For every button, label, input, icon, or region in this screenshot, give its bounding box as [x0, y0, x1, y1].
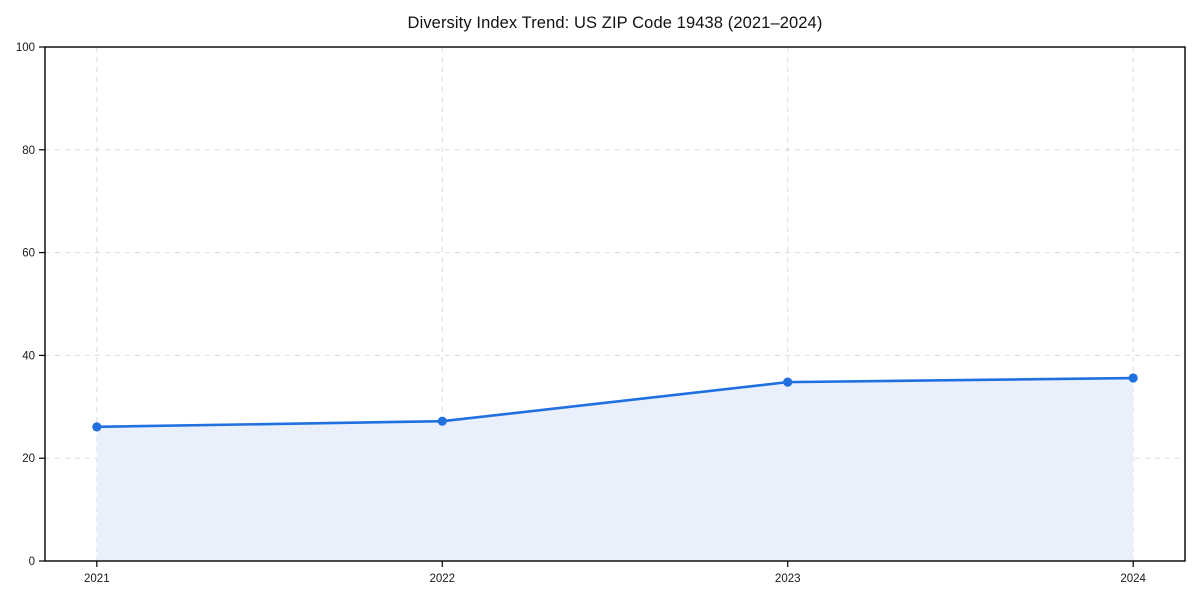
chart-title: Diversity Index Trend: US ZIP Code 19438…	[407, 14, 823, 32]
area-fill	[96, 378, 1134, 561]
x-tick-label: 2021	[84, 573, 110, 585]
x-tick-label: 2024	[1120, 573, 1146, 585]
data-point-marker	[437, 416, 447, 426]
series-line	[95, 376, 1135, 429]
data-point-marker	[92, 422, 102, 432]
plot-frame	[44, 46, 1186, 562]
data-point-marker	[783, 377, 793, 387]
y-tick-label: 60	[22, 248, 35, 260]
x-tick-label: 2022	[429, 573, 455, 585]
y-tick-label: 20	[22, 453, 35, 465]
x-tick-label: 2023	[775, 573, 801, 585]
data-point-marker	[1128, 373, 1138, 383]
y-tick-label: 40	[22, 350, 35, 362]
y-tick-label: 80	[22, 145, 35, 157]
y-tick-label: 100	[16, 42, 35, 54]
y-tick-label: 0	[29, 556, 35, 568]
